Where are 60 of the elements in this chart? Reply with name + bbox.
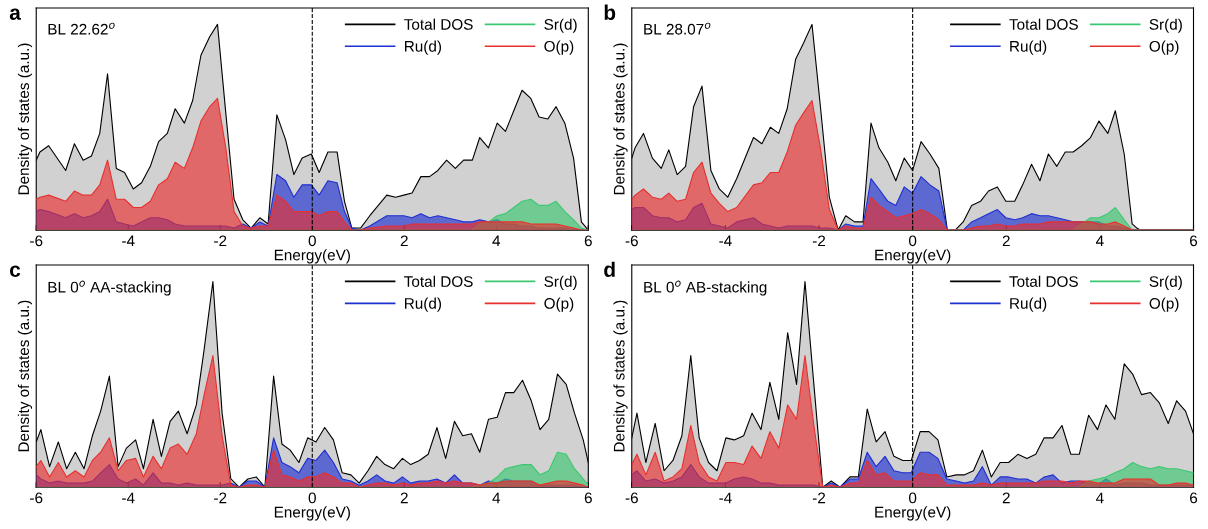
x-tick-label: -2 [214, 492, 227, 504]
x-tick-label: 0 [308, 235, 316, 247]
x-tick-label: 2 [400, 235, 408, 247]
legend-label: Ru(d) [1010, 297, 1047, 312]
legend-label: O(p) [1149, 40, 1179, 55]
legend-label: Ru(d) [405, 297, 442, 312]
x-tick-label: 6 [1190, 492, 1198, 504]
legend-label: Total DOS [404, 18, 473, 30]
y-axis-title: Density of states (a.u.) [613, 43, 628, 195]
legend-label: Total DOS [404, 275, 473, 287]
x-axis-title: Energy(eV) [274, 506, 350, 521]
legend-label: O(p) [544, 40, 574, 55]
chart-title: a [9, 8, 21, 20]
annotation: BL 0$^{o}$ AA-stacking [48, 280, 171, 296]
legend-label: Sr(d) [1149, 275, 1182, 290]
x-tick-label: -6 [30, 492, 43, 504]
x-tick-label: -6 [625, 492, 638, 504]
chart-title: b [604, 4, 616, 20]
x-tick-label: 6 [1190, 235, 1198, 247]
x-tick-label: -6 [625, 235, 638, 247]
x-tick-label: -4 [719, 235, 732, 247]
annotation: BL 0$^{o}$ AB-stacking [644, 280, 767, 296]
y-axis-title: Density of states (a.u.) [17, 300, 33, 452]
legend-label: O(p) [1149, 297, 1179, 312]
legend-label: Sr(d) [544, 275, 577, 290]
x-axis-title: Energy(eV) [875, 249, 951, 264]
x-tick-label: 4 [492, 235, 501, 247]
x-tick-label: -2 [214, 235, 227, 247]
x-tick-label: -6 [30, 235, 43, 247]
x-tick-label: 4 [1095, 235, 1104, 247]
x-tick-label: 6 [584, 235, 592, 247]
x-tick-label: 2 [400, 492, 408, 504]
chart-title: d [604, 261, 615, 277]
x-tick-label: 2 [1002, 492, 1010, 504]
y-axis-title: Density of states (a.u.) [613, 300, 628, 452]
x-tick-label: 4 [492, 492, 501, 504]
legend-label: Ru(d) [1010, 40, 1047, 55]
x-tick-label: 6 [584, 492, 592, 504]
legend-label: Total DOS [1009, 18, 1078, 30]
x-tick-label: 0 [908, 492, 917, 504]
x-tick-label: -2 [812, 492, 826, 504]
x-axis-title: Energy(eV) [274, 249, 350, 264]
x-tick-label: -4 [719, 492, 732, 504]
x-tick-label: -4 [122, 235, 135, 247]
x-tick-label: 0 [308, 492, 316, 504]
x-tick-label: 0 [908, 235, 917, 247]
x-axis-title: Energy(eV) [875, 506, 951, 521]
x-tick-label: -2 [812, 235, 826, 247]
legend-label: Total DOS [1009, 275, 1078, 287]
legend-label: O(p) [544, 297, 574, 312]
x-tick-label: 4 [1095, 492, 1104, 504]
chart-title: c [10, 265, 21, 277]
y-axis-title: Density of states (a.u.) [17, 43, 33, 195]
x-tick-label: -4 [122, 492, 135, 504]
legend-label: Sr(d) [1149, 18, 1182, 33]
legend-label: Sr(d) [544, 18, 577, 33]
annotation: BL 22.62$^{o}$ [48, 22, 115, 35]
annotation: BL 28.07$^{o}$ [644, 22, 711, 35]
x-tick-label: 2 [1002, 235, 1010, 247]
legend-label: Ru(d) [405, 40, 442, 55]
